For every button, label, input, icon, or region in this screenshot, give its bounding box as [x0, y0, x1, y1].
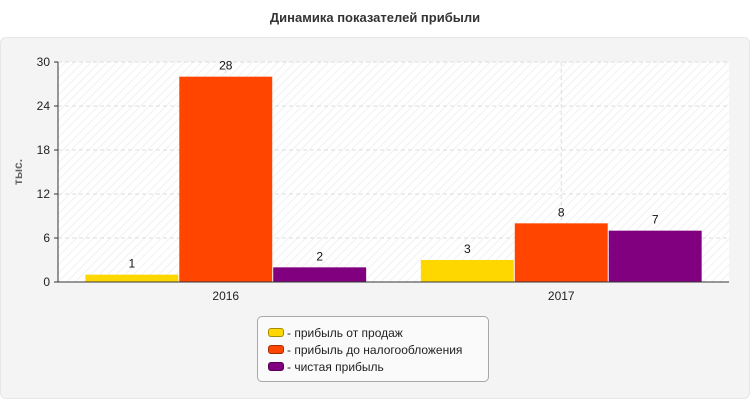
bar-2017-series-1 [514, 223, 608, 282]
legend-label-net-profit: - чистая прибыль [287, 359, 384, 374]
y-tick-label-4: 24 [37, 99, 51, 113]
legend-item-sales-profit: - прибыль от продаж [268, 324, 478, 341]
x-tick-label-0: 2016 [212, 289, 239, 303]
legend-label-sales-profit: - прибыль от продаж [287, 325, 403, 340]
y-tick-label-2: 12 [37, 187, 51, 201]
legend: - прибыль от продаж - прибыль до налогоо… [257, 316, 489, 382]
legend-swatch-net-profit [268, 362, 284, 371]
y-axis-title: тыс. [11, 159, 25, 185]
data-label-2016-series-2: 2 [316, 249, 323, 263]
legend-swatch-pretax-profit [268, 345, 284, 354]
labels: 0 6 12 18 24 30 1 28 2 2016 3 8 7 2017 тыс. [11, 55, 659, 303]
data-label-2017-series-2: 7 [652, 213, 659, 227]
y-tick-label-0: 0 [43, 275, 50, 289]
y-tick-label-5: 30 [37, 55, 51, 69]
bar-2017-series-2 [608, 230, 702, 282]
x-tick-label-1: 2017 [548, 289, 575, 303]
bar-2017-series-0 [420, 260, 514, 282]
chart-title: Динамика показателей прибыли [269, 10, 481, 25]
bar-2016-series-0 [85, 274, 179, 282]
legend-item-pretax-profit: - прибыль до налогообложения [268, 341, 478, 358]
legend-swatch-sales-profit [268, 328, 284, 337]
legend-label-pretax-profit: - прибыль до налогообложения [287, 342, 463, 357]
data-label-2016-series-0: 1 [128, 257, 135, 271]
y-tick-label-1: 6 [43, 231, 50, 245]
bar-2016-series-1 [179, 76, 273, 283]
bars [85, 76, 702, 283]
y-tick-label-3: 18 [37, 143, 51, 157]
data-label-2017-series-1: 8 [558, 205, 565, 219]
legend-item-net-profit: - чистая прибыль [268, 358, 478, 375]
bar-2016-series-2 [273, 267, 367, 282]
data-label-2016-series-1: 28 [219, 59, 233, 73]
data-label-2017-series-0: 3 [464, 242, 471, 256]
axes [54, 61, 729, 283]
